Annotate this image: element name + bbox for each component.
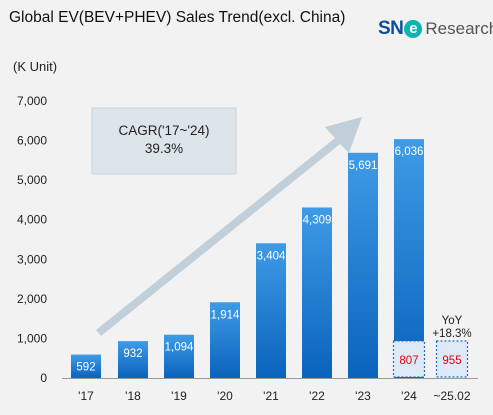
bar-value-label: 3,404 — [257, 250, 286, 262]
bar — [71, 354, 101, 378]
x-tick-label: '17 — [78, 389, 94, 403]
sne-research-logo: SN e Research — [378, 18, 493, 44]
bar — [302, 207, 332, 378]
x-tick-label: ~25.02 — [433, 389, 470, 403]
bar — [394, 139, 424, 378]
cagr-box — [91, 107, 237, 175]
y-tick-label: 6,000 — [17, 134, 47, 148]
x-tick-label: '23 — [355, 389, 371, 403]
y-tick-label: 1,000 — [17, 331, 47, 345]
x-tick-label: '21 — [263, 389, 279, 403]
bar-value-label: 592 — [76, 362, 95, 374]
x-tick-label: '18 — [125, 389, 141, 403]
bar-value-label: 5,691 — [349, 160, 378, 172]
ytd-bar — [435, 340, 469, 378]
x-tick-label: '24 — [401, 389, 417, 403]
bar — [210, 302, 240, 378]
ytd-value-label: 955 — [442, 355, 461, 367]
bar — [348, 152, 378, 378]
yoy-label: YoY — [442, 315, 463, 327]
x-tick-label: '20 — [217, 389, 233, 403]
bar-value-label: 4,309 — [303, 214, 332, 226]
bar-value-label: 1,914 — [211, 309, 240, 321]
y-tick-label: 3,000 — [17, 252, 47, 266]
ytd-bar — [392, 340, 426, 378]
y-tick-label: 0 — [40, 371, 47, 385]
bar-value-label: 1,094 — [165, 342, 194, 354]
cagr-value: 39.3% — [145, 141, 183, 156]
bar — [118, 341, 148, 378]
y-tick-label: 5,000 — [17, 173, 47, 187]
y-tick-label: 7,000 — [17, 94, 47, 108]
bar-value-label: 6,036 — [395, 146, 424, 158]
y-tick-label: 4,000 — [17, 213, 47, 227]
cagr-trend-arrow — [96, 117, 362, 336]
y-tick-label: 2,000 — [17, 292, 47, 306]
ytd-value-label: 807 — [399, 355, 418, 367]
x-tick-label: '22 — [309, 389, 325, 403]
bar — [164, 334, 194, 378]
logo-brand: SN — [378, 18, 404, 39]
unit-label: (K Unit) — [13, 59, 58, 74]
bar-value-label: 932 — [123, 348, 142, 360]
logo-suffix: Research — [425, 19, 493, 38]
x-tick-label: '19 — [171, 389, 187, 403]
bar — [256, 243, 286, 378]
chart-title: Global EV(BEV+PHEV) Sales Trend(excl. Ch… — [9, 9, 346, 26]
logo-mark: e — [404, 20, 423, 38]
yoy-value: +18.3% — [432, 328, 471, 340]
cagr-label: CAGR('17~'24) — [118, 123, 209, 138]
